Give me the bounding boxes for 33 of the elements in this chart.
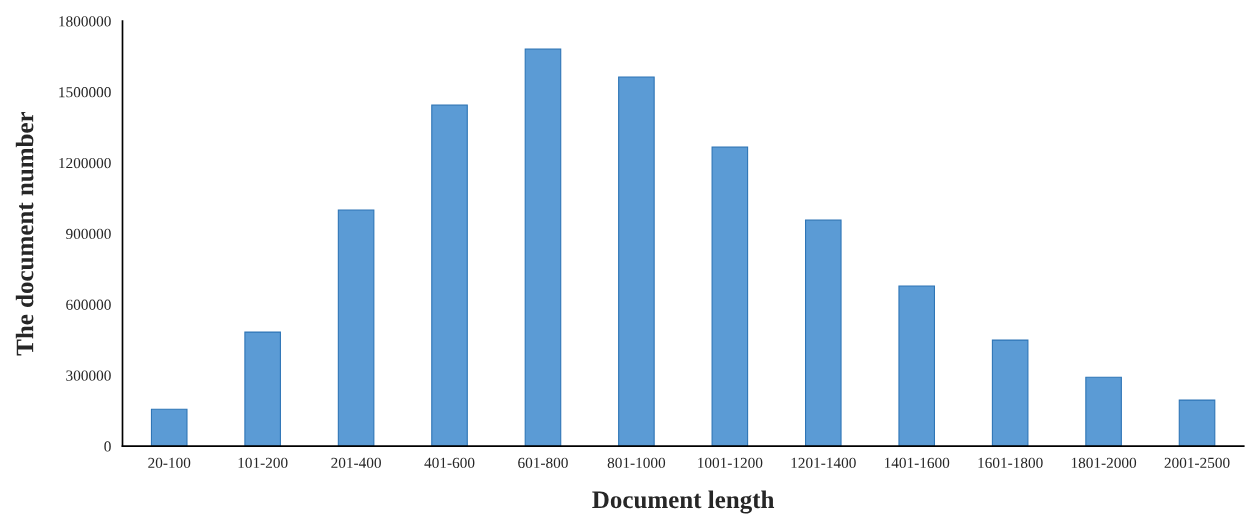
x-tick-label: 401-600 bbox=[424, 457, 475, 469]
y-axis-title: The document number bbox=[15, 111, 34, 356]
y-tick-label: 600000 bbox=[66, 299, 111, 310]
x-tick-label: 1601-1800 bbox=[978, 457, 1043, 469]
bar bbox=[431, 104, 468, 447]
bar bbox=[1178, 399, 1216, 447]
x-tick-label: 201-400 bbox=[331, 457, 381, 469]
bar bbox=[711, 146, 749, 447]
y-tick-label: 0 bbox=[104, 441, 111, 452]
x-tick-label: 20-100 bbox=[148, 457, 191, 469]
bar bbox=[337, 209, 375, 447]
y-tick-label: 1200000 bbox=[59, 157, 111, 169]
y-tick-label: 900000 bbox=[66, 228, 111, 240]
x-tick-label: 601-800 bbox=[518, 457, 568, 469]
y-tick-label: 300000 bbox=[66, 370, 111, 381]
x-axis-title: Document length bbox=[592, 490, 775, 514]
bar bbox=[618, 76, 655, 447]
bar bbox=[898, 285, 936, 447]
bar bbox=[244, 331, 281, 447]
x-tick-label: 1801-2000 bbox=[1071, 457, 1137, 469]
x-tick-label: 2001-2500 bbox=[1164, 457, 1230, 469]
y-tick-label: 1800000 bbox=[59, 16, 111, 27]
bar bbox=[150, 408, 188, 447]
x-tick-label: 801-1000 bbox=[607, 457, 666, 469]
x-tick-label: 101-200 bbox=[238, 457, 288, 469]
bar bbox=[991, 339, 1029, 447]
bar bbox=[804, 219, 842, 447]
x-tick-label: 1001-1200 bbox=[698, 457, 763, 469]
x-tick-label: 1201-1400 bbox=[791, 457, 856, 469]
y-tick-label: 1500000 bbox=[59, 87, 111, 98]
bar bbox=[1085, 376, 1122, 447]
bar bbox=[524, 48, 562, 447]
x-tick-label: 1401-1600 bbox=[884, 457, 950, 469]
